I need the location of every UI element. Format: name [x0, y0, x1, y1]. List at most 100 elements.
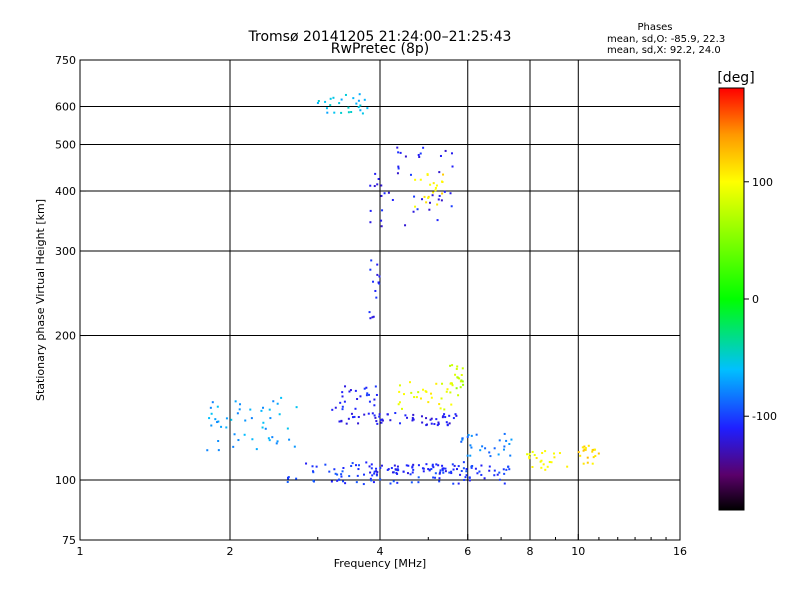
data-point: [439, 471, 442, 474]
data-point: [365, 461, 368, 464]
data-point: [361, 112, 364, 115]
data-point: [450, 382, 453, 385]
data-point: [374, 385, 377, 388]
data-point: [353, 415, 356, 418]
data-point: [406, 472, 409, 475]
data-point: [404, 155, 407, 158]
data-point: [493, 469, 496, 472]
data-point: [431, 464, 434, 467]
data-point: [287, 476, 290, 479]
data-point: [443, 413, 446, 416]
data-point: [436, 424, 439, 427]
data-point: [526, 453, 529, 456]
data-point: [370, 479, 373, 482]
data-point: [548, 460, 551, 463]
data-point: [366, 107, 369, 110]
phase-stats-o: mean, sd,O: -85.9, 22.3: [607, 34, 725, 45]
data-point: [470, 446, 473, 449]
data-point: [269, 417, 272, 420]
data-point: [344, 93, 347, 96]
data-point: [436, 203, 439, 206]
data-point: [546, 465, 549, 468]
data-point: [463, 478, 466, 481]
data-point: [350, 465, 353, 468]
data-point: [386, 413, 389, 416]
data-point: [355, 102, 358, 105]
data-point: [371, 412, 374, 415]
data-point: [359, 109, 362, 112]
data-point: [386, 468, 389, 471]
data-point: [584, 448, 587, 451]
data-point: [411, 465, 414, 468]
data-point: [587, 444, 590, 447]
data-point: [444, 467, 447, 470]
data-point: [341, 470, 344, 473]
data-point: [295, 406, 298, 409]
data-point: [333, 111, 336, 114]
data-point: [406, 416, 409, 419]
data-point: [357, 422, 360, 425]
data-point: [262, 421, 265, 424]
data-point: [502, 468, 505, 471]
data-point: [441, 469, 444, 472]
data-point: [438, 477, 441, 480]
data-point: [392, 480, 395, 483]
data-point: [483, 477, 486, 480]
data-point: [324, 100, 327, 103]
data-point: [461, 380, 464, 383]
data-point: [462, 461, 465, 464]
data-point: [445, 390, 448, 393]
data-point: [401, 407, 404, 410]
data-point: [317, 100, 320, 103]
data-point: [452, 468, 455, 471]
data-point: [334, 406, 337, 409]
data-point: [377, 281, 380, 284]
data-point: [540, 459, 543, 462]
phase-stats-x: mean, sd,X: 92.2, 24.0: [607, 45, 721, 56]
data-point: [376, 422, 379, 425]
data-point: [432, 476, 435, 479]
data-point: [338, 102, 341, 105]
data-point: [505, 468, 508, 471]
data-point: [375, 473, 378, 476]
data-point: [438, 171, 441, 174]
data-point: [397, 403, 400, 406]
data-point: [552, 452, 555, 455]
data-point: [466, 435, 469, 438]
x-tick-label: 4: [377, 545, 384, 558]
data-point: [356, 474, 359, 477]
data-point: [468, 476, 471, 479]
data-point: [427, 195, 430, 198]
data-point: [455, 387, 458, 390]
data-point: [461, 367, 464, 370]
x-tick-label: 10: [571, 545, 585, 558]
data-point: [469, 454, 472, 457]
colorbar-unit-label: [deg]: [717, 70, 754, 86]
data-point: [448, 422, 451, 425]
data-point: [454, 413, 457, 416]
data-point: [507, 465, 510, 468]
x-axis-ticks: 1 2 4 6 8 10 16: [77, 534, 687, 558]
data-point: [373, 472, 376, 475]
data-point: [457, 482, 460, 485]
data-point: [340, 111, 343, 114]
data-point: [444, 470, 447, 473]
data-point: [396, 172, 399, 175]
data-point: [268, 408, 271, 411]
chart-subtitle: RwPretec (8p): [331, 41, 429, 57]
data-point: [503, 482, 506, 485]
data-point: [586, 456, 589, 459]
data-point: [287, 477, 290, 480]
data-point: [373, 404, 376, 407]
data-point: [371, 474, 374, 477]
data-point: [217, 420, 220, 423]
data-point: [453, 464, 456, 467]
data-point: [455, 367, 458, 370]
data-point: [394, 468, 397, 471]
data-point: [425, 463, 428, 466]
data-point: [467, 434, 470, 437]
data-point: [466, 454, 469, 457]
data-point: [433, 423, 436, 426]
data-point: [462, 467, 465, 470]
data-point: [315, 465, 318, 468]
